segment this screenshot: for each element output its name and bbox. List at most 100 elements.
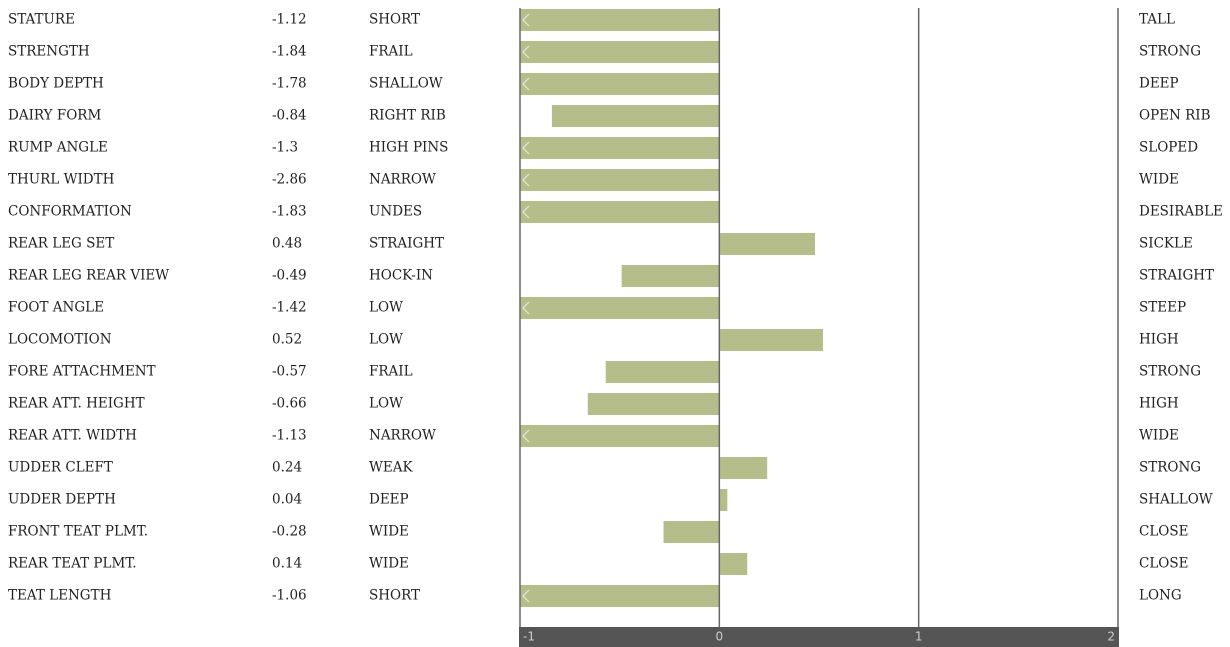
high-label: DESIRABLE xyxy=(1139,204,1223,220)
trait-value: -1.3 xyxy=(272,140,298,156)
low-label: SHORT xyxy=(369,12,420,28)
trait-name: LOCOMOTION xyxy=(8,332,112,348)
high-label: OPEN RIB xyxy=(1139,108,1211,124)
low-label: UNDES xyxy=(369,204,422,220)
trait-value: -1.83 xyxy=(272,204,307,220)
trait-name: THURL WIDTH xyxy=(8,172,115,188)
trait-name: UDDER DEPTH xyxy=(8,492,116,508)
high-label: SHALLOW xyxy=(1139,492,1213,508)
trait-value: -1.42 xyxy=(272,300,307,316)
trait-name: TEAT LENGTH xyxy=(8,588,112,604)
trait-name: UDDER CLEFT xyxy=(8,460,113,476)
trait-value: -0.49 xyxy=(272,268,307,284)
high-label: DEEP xyxy=(1139,76,1179,92)
x-tick-label: 2 xyxy=(1107,630,1115,644)
low-label: LOW xyxy=(369,300,403,316)
bar xyxy=(520,137,720,159)
trait-value: 0.04 xyxy=(272,492,302,508)
x-tick-label: 0 xyxy=(716,630,724,644)
high-label: STEEP xyxy=(1139,300,1186,316)
bar xyxy=(719,233,816,255)
trait-name: REAR TEAT PLMT. xyxy=(8,556,137,572)
low-label: DEEP xyxy=(369,492,409,508)
trait-value: -1.06 xyxy=(272,588,307,604)
high-label: CLOSE xyxy=(1139,556,1188,572)
low-label: STRAIGHT xyxy=(369,236,444,252)
trait-value: -2.86 xyxy=(272,172,307,188)
trait-value: 0.48 xyxy=(272,236,302,252)
trait-value: 0.14 xyxy=(272,556,302,572)
trait-value: -1.78 xyxy=(272,76,307,92)
low-label: FRAIL xyxy=(369,44,413,60)
bar xyxy=(520,201,720,223)
trait-name: REAR ATT. WIDTH xyxy=(8,428,137,444)
bar xyxy=(719,329,823,351)
trait-value: -0.84 xyxy=(272,108,307,124)
high-label: LONG xyxy=(1139,588,1182,604)
clip-indicator xyxy=(522,13,530,27)
bar xyxy=(520,297,720,319)
bar xyxy=(621,265,720,287)
bar xyxy=(719,553,748,575)
low-label: LOW xyxy=(369,332,403,348)
low-label: WIDE xyxy=(369,524,409,540)
low-label: SHORT xyxy=(369,588,420,604)
bar xyxy=(719,457,768,479)
bar xyxy=(551,105,720,127)
low-label: WEAK xyxy=(369,460,413,476)
high-label: STRONG xyxy=(1139,364,1201,380)
clip-indicator xyxy=(522,77,530,91)
bar xyxy=(520,425,720,447)
bar xyxy=(605,361,720,383)
trait-name: REAR LEG REAR VIEW xyxy=(8,268,169,284)
bar xyxy=(520,9,720,31)
trait-value: -0.28 xyxy=(272,524,307,540)
bar xyxy=(719,489,728,511)
trait-name: STRENGTH xyxy=(8,44,90,60)
low-label: FRAIL xyxy=(369,364,413,380)
trait-name: BODY DEPTH xyxy=(8,76,104,92)
low-label: NARROW xyxy=(369,428,436,444)
trait-value: -0.57 xyxy=(272,364,307,380)
bar xyxy=(587,393,720,415)
clip-indicator xyxy=(522,45,530,59)
high-label: SICKLE xyxy=(1139,236,1193,252)
trait-name: RUMP ANGLE xyxy=(8,140,108,156)
high-label: STRONG xyxy=(1139,460,1201,476)
bar xyxy=(520,585,720,607)
trait-value: 0.24 xyxy=(272,460,302,476)
high-label: STRAIGHT xyxy=(1139,268,1214,284)
low-label: NARROW xyxy=(369,172,436,188)
low-label: SHALLOW xyxy=(369,76,443,92)
clip-indicator xyxy=(522,301,530,315)
trait-name: REAR LEG SET xyxy=(8,236,114,252)
bar xyxy=(520,73,720,95)
high-label: HIGH xyxy=(1139,332,1179,348)
x-tick-label: 1 xyxy=(915,630,923,644)
high-label: SLOPED xyxy=(1139,140,1198,156)
bar xyxy=(520,41,720,63)
bars xyxy=(520,9,823,607)
clip-indicator xyxy=(522,589,530,603)
high-label: WIDE xyxy=(1139,172,1179,188)
trait-name: CONFORMATION xyxy=(8,204,132,220)
trait-name: DAIRY FORM xyxy=(8,108,101,124)
high-label: CLOSE xyxy=(1139,524,1188,540)
clip-indicator xyxy=(522,141,530,155)
x-tick-label: -1 xyxy=(523,630,535,644)
high-label: HIGH xyxy=(1139,396,1179,412)
trait-name: FOOT ANGLE xyxy=(8,300,104,316)
low-label: WIDE xyxy=(369,556,409,572)
trait-name: REAR ATT. HEIGHT xyxy=(8,396,145,412)
trait-value: 0.52 xyxy=(272,332,302,348)
high-label: WIDE xyxy=(1139,428,1179,444)
trait-value: -1.84 xyxy=(272,44,307,60)
trait-value: -1.13 xyxy=(272,428,307,444)
clip-indicator xyxy=(522,429,530,443)
clip-indicator xyxy=(522,173,530,187)
trait-value: -0.66 xyxy=(272,396,307,412)
low-label: LOW xyxy=(369,396,403,412)
bar xyxy=(520,169,720,191)
low-label: HIGH PINS xyxy=(369,140,448,156)
